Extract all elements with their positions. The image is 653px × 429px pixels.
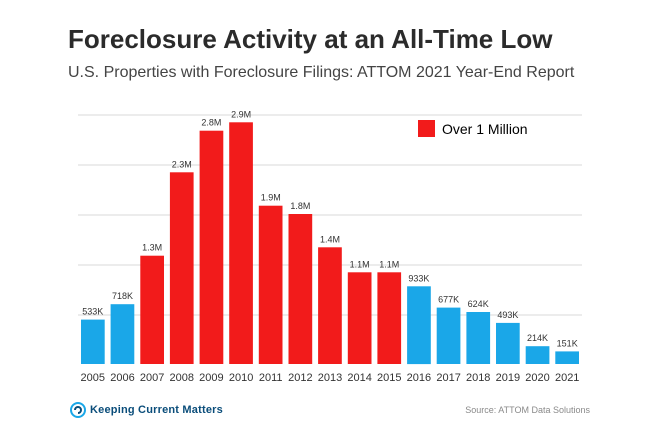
data-label-2010: 2.9M: [231, 109, 251, 119]
x-tick-2015: 2015: [377, 372, 401, 384]
data-label-2014: 1.1M: [350, 259, 370, 269]
data-label-2018: 624K: [468, 299, 489, 309]
data-label-2015: 1.1M: [379, 259, 399, 269]
data-label-2017: 677K: [438, 295, 459, 305]
bar-2010: [229, 122, 253, 364]
x-tick-2005: 2005: [81, 372, 105, 384]
bar-2017: [436, 307, 461, 364]
x-tick-2006: 2006: [110, 372, 134, 384]
x-tick-2017: 2017: [436, 372, 460, 384]
bar-2013: [318, 247, 342, 364]
bar-2005: [81, 319, 105, 364]
logo-text: Keeping Current Matters: [90, 404, 223, 416]
bar-2014: [347, 272, 372, 364]
x-tick-2019: 2019: [496, 372, 520, 384]
x-tick-2014: 2014: [347, 372, 371, 384]
legend: Over 1 Million: [418, 120, 528, 137]
chart-title: Foreclosure Activity at an All-Time Low: [68, 24, 553, 54]
x-tick-2009: 2009: [199, 372, 223, 384]
bar-2020: [525, 346, 550, 364]
data-label-2019: 493K: [497, 310, 518, 320]
data-label-2009: 2.8M: [201, 118, 221, 128]
legend-swatch: [418, 120, 435, 137]
x-tick-2018: 2018: [466, 372, 490, 384]
bar-2012: [288, 214, 313, 364]
kcm-logo: Keeping Current Matters: [70, 402, 223, 418]
x-tick-2011: 2011: [259, 372, 283, 384]
bar-2019: [496, 322, 520, 364]
bar-2016: [407, 286, 431, 365]
bar-2009: [199, 130, 224, 364]
bar-2015: [377, 272, 402, 364]
x-tick-2008: 2008: [170, 372, 194, 384]
data-label-2006: 718K: [112, 291, 133, 301]
legend-label: Over 1 Million: [442, 120, 528, 137]
x-tick-2013: 2013: [318, 372, 342, 384]
logo-icon: [70, 402, 86, 418]
data-label-2007: 1.3M: [142, 243, 162, 253]
x-tick-2020: 2020: [525, 372, 549, 384]
bar-2011: [258, 205, 283, 364]
data-label-2016: 933K: [408, 273, 429, 283]
bar-2007: [140, 255, 164, 364]
x-tick-2012: 2012: [288, 372, 312, 384]
data-label-2008: 2.3M: [172, 159, 192, 169]
x-tick-2016: 2016: [407, 372, 431, 384]
bar-2018: [466, 312, 491, 364]
data-label-2021: 151K: [557, 338, 578, 348]
bar-2008: [169, 172, 194, 364]
bar-2021: [555, 351, 579, 364]
data-label-2013: 1.4M: [320, 234, 340, 244]
bar-2006: [110, 304, 135, 364]
source-note: Source: ATTOM Data Solutions: [465, 405, 590, 415]
data-label-2020: 214K: [527, 333, 548, 343]
data-label-2005: 533K: [82, 307, 103, 317]
data-label-2011: 1.9M: [261, 193, 281, 203]
x-tick-2007: 2007: [140, 372, 164, 384]
data-label-2012: 1.8M: [290, 201, 310, 211]
x-tick-2010: 2010: [229, 372, 253, 384]
chart-subtitle: U.S. Properties with Foreclosure Filings…: [68, 64, 575, 81]
x-tick-2021: 2021: [555, 372, 579, 384]
